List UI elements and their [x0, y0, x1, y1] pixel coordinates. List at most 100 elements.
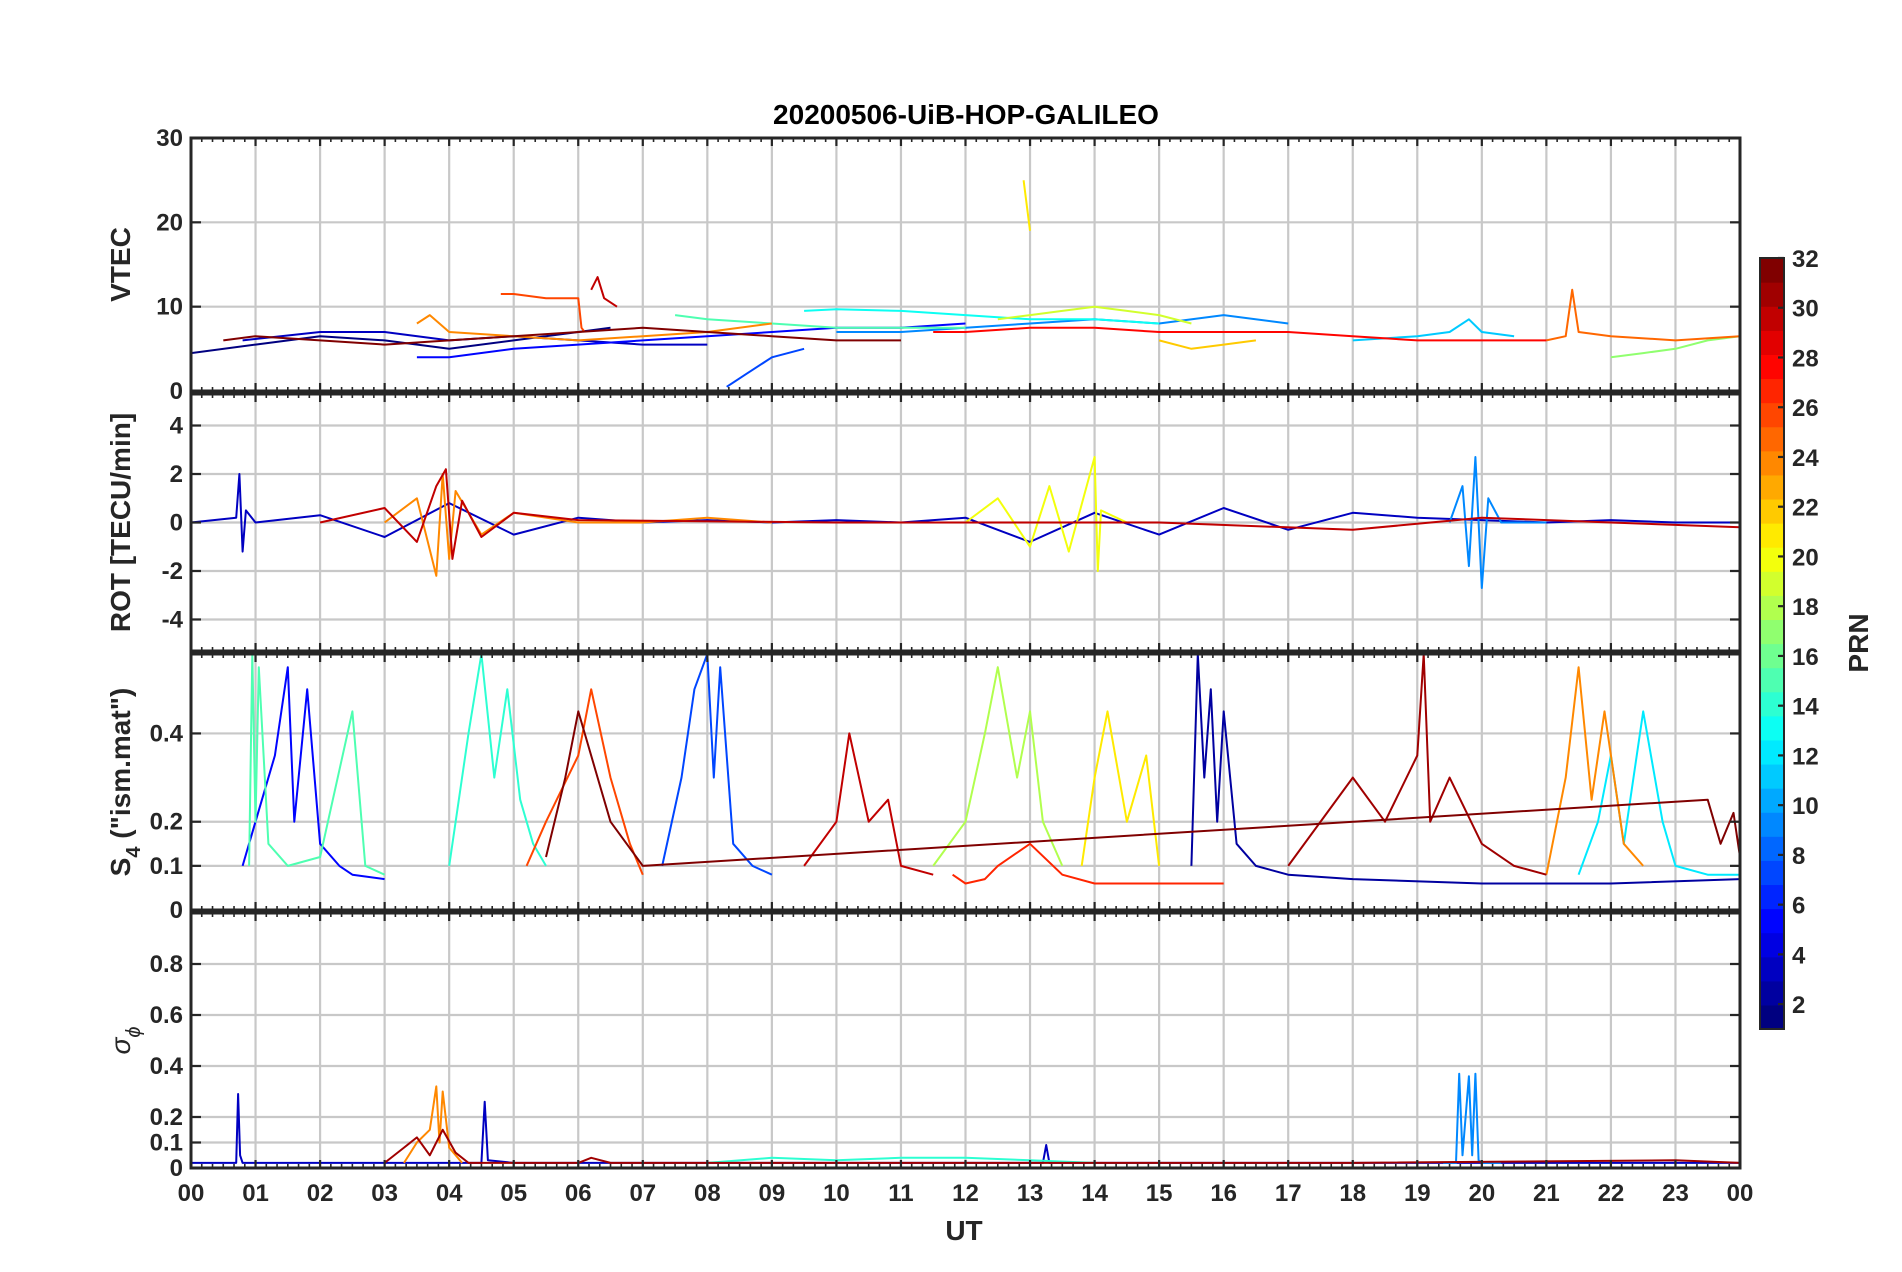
y-tick-label: 0.4	[150, 720, 184, 747]
x-tick-label: 09	[759, 1180, 786, 1207]
colorbar-label: PRN	[1843, 613, 1874, 672]
colorbar-segment	[1760, 667, 1784, 693]
x-tick-label: 06	[565, 1180, 592, 1207]
panel-s4: 0.4 0.2 0.1 0 S4 ("ism.mat")	[105, 652, 1742, 924]
x-tick-label: 02	[307, 1180, 334, 1207]
y-axis-label: ROT [TECU/min]	[105, 413, 136, 632]
colorbar-segment	[1760, 980, 1784, 1006]
y-tick-label: 4	[170, 413, 184, 440]
series-prn-3	[191, 473, 1740, 553]
colorbar-tick-label: 24	[1792, 445, 1819, 472]
y-tick-label: 0.8	[150, 951, 183, 978]
x-tick-label: 16	[1210, 1180, 1237, 1207]
x-tick-label: 20	[1468, 1180, 1495, 1207]
x-tick-label: 14	[1081, 1180, 1108, 1207]
x-tick-label: 07	[629, 1180, 656, 1207]
series-prn-31	[1287, 654, 1547, 876]
colorbar-segment	[1760, 523, 1784, 548]
series-prn-2	[1190, 654, 1740, 885]
series-prn-15	[674, 314, 966, 329]
colorbar-tick-label: 8	[1792, 843, 1805, 870]
series-prn-7	[661, 654, 773, 876]
series-prn-9	[1443, 1072, 1502, 1164]
colorbar-segment	[1760, 836, 1784, 861]
y-tick-label: 10	[156, 294, 183, 321]
series-prn-31	[383, 1128, 1740, 1164]
y-tick-label: 0.2	[150, 809, 183, 836]
x-tick-label: 01	[242, 1180, 269, 1207]
series-prn-26	[525, 688, 644, 876]
x-tick-label: 23	[1662, 1180, 1689, 1207]
colorbar-segment	[1760, 956, 1784, 982]
series-prn-30	[590, 276, 618, 308]
colorbar-segment	[1760, 474, 1784, 500]
chart-title: 20200506-UiB-HOP-GALILEO	[773, 99, 1159, 130]
series-prn-30	[319, 468, 1740, 560]
colorbar-segment	[1760, 571, 1784, 596]
x-tick-label: 05	[500, 1180, 527, 1207]
series-prn-19	[997, 305, 1192, 325]
y-tick-label: 0.1	[150, 1130, 183, 1157]
x-axis-label: UT	[945, 1215, 982, 1246]
series-prn-24	[1545, 666, 1644, 875]
colorbar-tick-label: 6	[1792, 893, 1805, 920]
y-tick-label: 0.2	[150, 1104, 183, 1131]
series-prn-25	[1546, 288, 1740, 342]
series-prn-32	[545, 710, 1740, 867]
series-prn-27	[952, 842, 1224, 885]
y-tick-label: 0.4	[150, 1053, 184, 1080]
colorbar-segment	[1760, 739, 1784, 765]
series-prn-24	[416, 314, 773, 342]
colorbar-segment	[1760, 258, 1784, 283]
x-tick-label: 03	[371, 1180, 398, 1207]
y-tick-label: 0	[170, 897, 183, 924]
colorbar-segment	[1760, 788, 1784, 813]
series-prn-22	[1158, 339, 1257, 350]
y-axis-label: σϕ	[105, 1026, 145, 1054]
series-prn-32	[223, 326, 901, 346]
x-tick-label: 12	[952, 1180, 979, 1207]
series-prn-24	[403, 1085, 463, 1164]
x-tick-label: 19	[1404, 1180, 1431, 1207]
colorbar-tick-label: 12	[1792, 743, 1819, 770]
colorbar-segment	[1760, 426, 1784, 452]
x-tick-label: 00	[178, 1180, 205, 1207]
x-tick-label: 11	[888, 1180, 913, 1207]
y-axis-label: VTEC	[105, 227, 136, 302]
x-tick-label: 15	[1146, 1180, 1173, 1207]
series-prn-21	[1022, 180, 1031, 231]
panel-sigma: 0.8 0.6 0.4 0.20.10 σϕ	[105, 911, 1742, 1182]
colorbar-segment	[1760, 715, 1784, 741]
x-tick-label: 22	[1598, 1180, 1625, 1207]
series-prn-9	[836, 314, 1289, 333]
y-axis-label: S4 ("ism.mat")	[105, 688, 145, 877]
series-prn-7	[726, 347, 805, 388]
colorbar-segment	[1760, 450, 1784, 476]
colorbar-tick-label: 14	[1792, 694, 1819, 721]
colorbar-segment	[1760, 908, 1784, 934]
y-tick-label: 0	[170, 510, 183, 537]
series-prn-21	[1080, 710, 1161, 867]
y-tick-label: -2	[162, 558, 183, 585]
panel-rot: 4 2 0 -2 -4 ROT [TECU/min]	[105, 392, 1742, 653]
x-tick-label: 08	[694, 1180, 721, 1207]
colorbar-segment	[1760, 860, 1784, 886]
colorbar-segment	[1760, 763, 1784, 789]
colorbar-segment	[1760, 932, 1784, 958]
series-prn-26	[500, 293, 586, 333]
series-group	[191, 456, 1740, 589]
series-prn-28	[933, 326, 1547, 342]
colorbar-segment	[1760, 378, 1784, 404]
colorbar-frame	[1759, 257, 1785, 1030]
y-tick-label: 20	[156, 209, 183, 236]
colorbar-segment	[1760, 330, 1784, 355]
colorbar-tick-label: 22	[1792, 495, 1819, 522]
series-prn-14	[448, 654, 547, 867]
panel-vtec: 30 20 10 0 VTEC	[105, 125, 1742, 405]
colorbar-segment	[1760, 619, 1784, 645]
colorbar-segment	[1760, 306, 1784, 331]
series-group	[191, 180, 1740, 388]
colorbar-segment	[1760, 595, 1784, 621]
